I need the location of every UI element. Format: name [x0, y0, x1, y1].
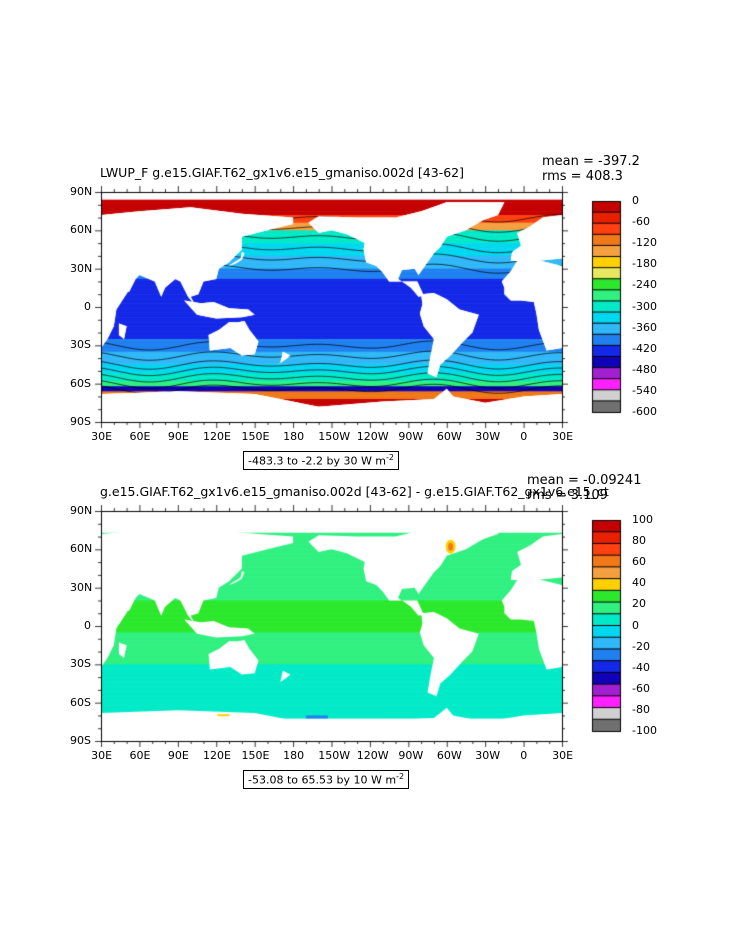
colorbar-label: -180: [632, 257, 657, 271]
unit-exponent: -2: [396, 772, 405, 781]
lon-tick-label: 30E: [91, 749, 113, 762]
colorbar-label: 0: [632, 194, 639, 207]
lon-tick-label: 30E: [552, 430, 574, 443]
colorbar-label: -20: [632, 639, 650, 653]
lon-tick-label: 0: [520, 749, 528, 762]
mean-value: mean = -0.09241: [527, 473, 642, 488]
lon-tick-label: 90W: [398, 430, 424, 443]
lon-tick-label: 60W: [436, 430, 462, 443]
colorbar-label: 0: [632, 618, 639, 632]
lon-tick-label: 30W: [475, 749, 501, 762]
lon-tick-label: 30W: [475, 430, 501, 443]
lon-tick-label: 60E: [129, 749, 151, 762]
lon-tick-label: 90E: [167, 749, 189, 762]
lat-tick-label: 60N: [70, 223, 93, 237]
lon-tick-label: 150E: [241, 749, 270, 762]
lat-tick-label: 60N: [70, 542, 93, 556]
colorbar-label: -40: [632, 660, 650, 674]
lat-tick-label: 60S: [70, 695, 91, 709]
lat-tick-label: 90N: [70, 185, 93, 198]
colorbar-label: -300: [632, 299, 657, 313]
panel-title: LWUP_F g.e15.GIAF.T62_gx1v6.e15_gmaniso.…: [100, 165, 465, 180]
colorbar-label: -360: [632, 320, 657, 334]
lon-tick-label: 0: [520, 430, 528, 443]
colorbar-label: 80: [632, 534, 646, 548]
lon-tick-label: 30E: [552, 749, 574, 762]
lon-tick-label: 120W: [356, 749, 389, 762]
lon-tick-label: 90W: [398, 749, 424, 762]
lat-tick-label: 90S: [70, 734, 91, 747]
lon-tick-label: 60E: [129, 430, 151, 443]
lon-tick-label: 120E: [203, 430, 231, 443]
lat-tick-label: 0: [84, 300, 91, 313]
colorbar-label: 60: [632, 555, 646, 569]
colorbar-label: 100: [632, 513, 653, 526]
lat-tick-label: 30N: [70, 580, 93, 594]
lon-tick-label: 180: [283, 749, 305, 762]
colorbar-label: 20: [632, 597, 646, 611]
lat-tick-label: 60S: [70, 376, 91, 390]
lat-tick-label: 30N: [70, 261, 93, 275]
colorbar-label: -540: [632, 383, 657, 397]
lon-tick-label: 30E: [91, 430, 113, 443]
lat-tick-label: 90S: [70, 415, 91, 428]
colorbar-label: -120: [632, 236, 657, 250]
colorbar-label: -480: [632, 362, 657, 376]
lat-tick-label: 30S: [70, 657, 91, 671]
lon-tick-label: 180: [283, 430, 305, 443]
colorbar-label: -420: [632, 341, 657, 355]
lat-tick-label: 30S: [70, 338, 91, 352]
lon-tick-label: 60W: [436, 749, 462, 762]
contour-range-text: -483.3 to -2.2 by 30 W m: [248, 454, 387, 468]
colorbar-label: -600: [632, 405, 657, 418]
colorbar-label: -60: [632, 215, 650, 229]
rms-value: rms = 3.109: [527, 488, 608, 503]
mean-value: mean = -397.2: [542, 154, 640, 169]
colorbar-label: -100: [632, 724, 657, 737]
lon-tick-label: 150W: [318, 430, 351, 443]
rms-value: rms = 408.3: [542, 169, 623, 184]
lon-tick-label: 90E: [167, 430, 189, 443]
colorbar-label: -80: [632, 702, 650, 716]
lat-tick-label: 90N: [70, 504, 93, 517]
lon-tick-label: 150E: [241, 430, 270, 443]
colorbar-label: 40: [632, 576, 646, 590]
lon-tick-label: 150W: [318, 749, 351, 762]
lon-tick-label: 120E: [203, 749, 231, 762]
unit-exponent: -2: [386, 453, 395, 462]
contour-range-text: -53.08 to 65.53 by 10 W m: [248, 773, 397, 787]
colorbar-label: -240: [632, 278, 657, 292]
contour-range-box: -53.08 to 65.53 by 10 W m-2: [243, 770, 410, 789]
contour-range-box: -483.3 to -2.2 by 30 W m-2: [243, 451, 400, 470]
lat-tick-label: 0: [84, 619, 91, 632]
panel-title: g.e15.GIAF.T62_gx1v6.e15_gmaniso.002d [4…: [100, 484, 609, 499]
colorbar-label: -60: [632, 681, 650, 695]
lon-tick-label: 120W: [356, 430, 389, 443]
